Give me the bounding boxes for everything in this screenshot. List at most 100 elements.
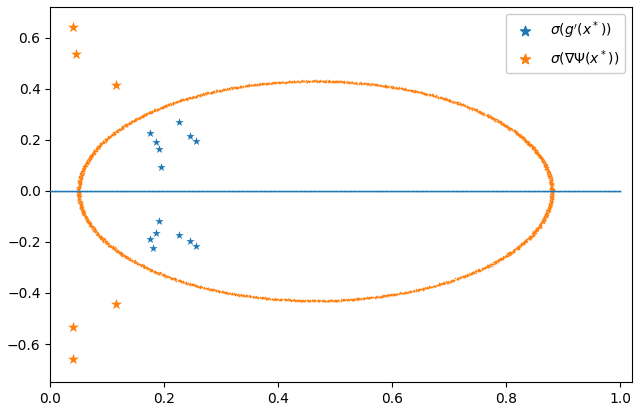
Point (508, 248, 518, 254)
Point (118, 126, 128, 132)
Point (74, 192, 84, 199)
Point (257, 81, 267, 87)
Point (59, 188, 69, 194)
Point (548, 188, 559, 194)
Point (548, 187, 559, 193)
Point (233, 84, 243, 90)
Point (538, 158, 548, 164)
Point (147, 108, 157, 114)
Point (124, 188, 134, 194)
Point (342, 78, 353, 85)
Point (290, 297, 300, 304)
Point (196, 91, 206, 98)
Point (77, 168, 87, 174)
Point (117, 252, 127, 259)
Point (225, 290, 236, 297)
Point (170, 99, 180, 106)
Point (546, 185, 556, 191)
Point (589, 188, 600, 194)
Point (410, 286, 420, 293)
Point (593, 188, 603, 194)
Point (397, 290, 407, 297)
Point (435, 94, 445, 100)
Point (389, 84, 399, 91)
Point (89, 147, 99, 154)
Point (342, 79, 352, 86)
Point (75, 176, 85, 183)
Point (220, 188, 230, 194)
Point (427, 188, 437, 194)
Point (545, 171, 555, 177)
Point (553, 188, 563, 194)
Point (254, 81, 264, 88)
Point (255, 81, 266, 88)
Point (533, 151, 543, 158)
Point (248, 293, 258, 299)
Point (537, 158, 547, 164)
Point (98, 140, 108, 146)
Point (220, 288, 230, 295)
Point (102, 136, 112, 143)
Point (229, 290, 239, 297)
Point (338, 188, 348, 194)
Point (75, 180, 85, 187)
Point (241, 83, 252, 89)
Point (86, 150, 97, 157)
Point (324, 298, 335, 304)
Point (548, 188, 558, 194)
Point (183, 280, 193, 286)
Point (167, 100, 177, 107)
Point (506, 127, 516, 134)
Point (473, 188, 483, 194)
Point (154, 188, 164, 194)
Point (518, 136, 528, 142)
Point (545, 201, 555, 208)
Point (244, 81, 254, 88)
Point (176, 277, 186, 284)
Point (541, 164, 552, 171)
Point (321, 298, 331, 304)
Point (289, 78, 300, 85)
Point (473, 109, 483, 115)
Point (264, 295, 274, 301)
Point (504, 249, 514, 256)
Point (227, 85, 237, 91)
Point (371, 82, 381, 88)
Point (528, 228, 538, 235)
Point (89, 224, 99, 231)
Point (520, 188, 531, 194)
Point (417, 90, 427, 96)
Point (490, 117, 500, 124)
Point (335, 188, 345, 194)
Point (214, 288, 224, 294)
Point (493, 188, 504, 194)
Point (500, 123, 511, 129)
Point (185, 280, 195, 287)
Point (297, 78, 307, 84)
Point (109, 129, 119, 136)
Point (174, 278, 184, 284)
Point (184, 188, 195, 194)
Point (80, 214, 90, 221)
Point (500, 253, 510, 260)
Point (498, 120, 508, 126)
Point (288, 297, 298, 303)
Point (84, 218, 95, 225)
Point (502, 252, 513, 259)
Point (328, 77, 338, 84)
Point (499, 254, 509, 260)
Point (259, 80, 269, 87)
Point (86, 155, 96, 162)
Point (77, 200, 87, 207)
Point (76, 175, 86, 181)
Point (436, 280, 446, 287)
Point (94, 143, 104, 150)
Point (112, 188, 122, 194)
Point (96, 141, 106, 148)
Point (536, 155, 546, 161)
Point (468, 104, 478, 111)
Point (543, 203, 554, 210)
Point (136, 188, 147, 194)
Point (534, 154, 545, 160)
Point (543, 210, 553, 216)
